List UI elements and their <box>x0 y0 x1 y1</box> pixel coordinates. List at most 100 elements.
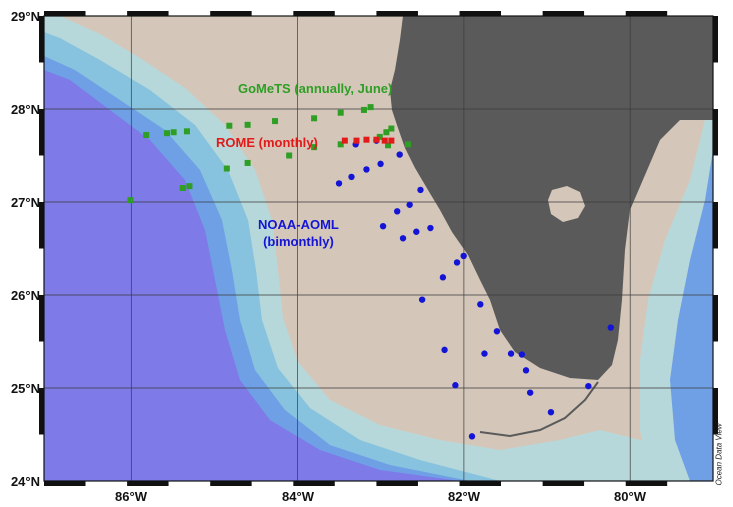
gomets-station <box>383 129 390 136</box>
gomets-station <box>311 115 318 122</box>
gomets-station <box>337 109 344 116</box>
noaa-station <box>396 151 403 158</box>
gomets-station <box>360 106 367 113</box>
frame-tick <box>625 481 668 486</box>
frame-tick <box>85 481 128 486</box>
frame-tick <box>210 481 252 486</box>
frame-tick <box>293 11 335 16</box>
noaa-station <box>335 180 343 187</box>
gomets-station <box>223 165 230 172</box>
frame-tick <box>713 295 718 342</box>
frame-tick <box>713 155 718 202</box>
frame-tick <box>713 109 718 156</box>
frame-tick <box>584 11 626 16</box>
frame-tick <box>39 16 44 63</box>
gomets-station <box>244 159 251 166</box>
noaa-station <box>585 382 592 390</box>
frame-tick <box>713 388 718 435</box>
noaa-station <box>427 224 434 232</box>
frame-tick <box>542 11 585 16</box>
rome-station <box>341 137 348 144</box>
gomets-station <box>272 118 279 125</box>
frame-tick <box>85 11 128 16</box>
lon-label-80w: 80°W <box>614 489 646 504</box>
credit-text: Ocean Data View <box>714 423 724 486</box>
frame-tick <box>293 481 335 486</box>
gomets-station <box>226 122 233 129</box>
frame-tick <box>251 481 294 486</box>
lat-label-24n: 24°N <box>10 474 40 489</box>
gridlines <box>44 16 713 481</box>
noaa-station <box>441 346 448 354</box>
noaa-station <box>377 160 384 168</box>
frame-tick <box>127 11 169 16</box>
noaa-station <box>417 186 424 194</box>
noaa-station <box>526 389 534 396</box>
noaa-station <box>522 367 530 374</box>
lat-label-25n: 25°N <box>10 381 40 396</box>
noaa-station <box>460 252 467 260</box>
map-frame <box>43 15 714 482</box>
gomets-station <box>376 133 383 140</box>
legend-gomets: GoMeTS (annually, June) <box>238 81 393 96</box>
rome-station <box>381 137 388 144</box>
gomets-station <box>143 132 150 139</box>
noaa-station <box>406 201 413 208</box>
lon-label-84w: 84°W <box>282 489 314 504</box>
legend-noaa-line1: NOAA-AOML <box>258 217 339 232</box>
frame-tick <box>39 341 44 388</box>
frame-tick <box>39 295 44 342</box>
gomets-station <box>311 144 318 151</box>
noaa-station <box>493 328 501 335</box>
lon-label-86w: 86°W <box>115 489 147 504</box>
gomets-station <box>244 121 251 128</box>
lat-label-29n: 29°N <box>10 9 40 24</box>
gomets-station <box>367 104 374 111</box>
gomets-station <box>405 141 412 148</box>
frame-tick <box>39 248 44 295</box>
frame-tick <box>210 11 252 16</box>
frame-tick <box>39 388 44 435</box>
frame-tick <box>39 155 44 202</box>
gomets-station <box>337 141 344 148</box>
frame-tick <box>168 11 211 16</box>
frame-tick <box>667 11 713 16</box>
frame-tick <box>713 248 718 295</box>
frame-tick <box>127 481 169 486</box>
gomets-station <box>163 130 170 137</box>
rome-station <box>363 136 370 143</box>
noaa-station <box>547 408 555 416</box>
lake-okeechobee <box>548 186 585 222</box>
noaa-station <box>477 301 484 308</box>
frame-tick <box>376 481 418 486</box>
noaa-station <box>481 350 488 357</box>
frame-tick <box>39 434 44 481</box>
noaa-station <box>453 259 461 266</box>
frame-tick <box>334 481 377 486</box>
noaa-station <box>393 208 401 215</box>
atlantic-deep <box>670 150 713 481</box>
gomets-station <box>186 183 193 190</box>
lat-label-27n: 27°N <box>10 195 40 210</box>
frame-tick <box>376 11 418 16</box>
gomets-station <box>385 142 392 149</box>
noaa-station <box>399 235 407 242</box>
frame-border <box>39 11 718 486</box>
gomets-station <box>388 125 395 132</box>
legend-noaa: NOAA-AOML (bimonthly) <box>258 216 339 250</box>
rome-station <box>373 136 380 143</box>
noaa-station <box>379 222 387 230</box>
lon-label-82w: 82°W <box>448 489 480 504</box>
frame-tick <box>713 62 718 109</box>
frame-tick <box>713 341 718 388</box>
frame-tick <box>168 481 211 486</box>
frame-tick <box>39 62 44 109</box>
frame-tick <box>713 434 718 481</box>
noaa-station <box>439 274 447 281</box>
noaa-station <box>418 296 426 303</box>
noaa-station <box>607 324 614 331</box>
rome-station <box>388 137 395 144</box>
frame-tick <box>39 109 44 156</box>
credit-label: Ocean Data View <box>712 423 726 490</box>
